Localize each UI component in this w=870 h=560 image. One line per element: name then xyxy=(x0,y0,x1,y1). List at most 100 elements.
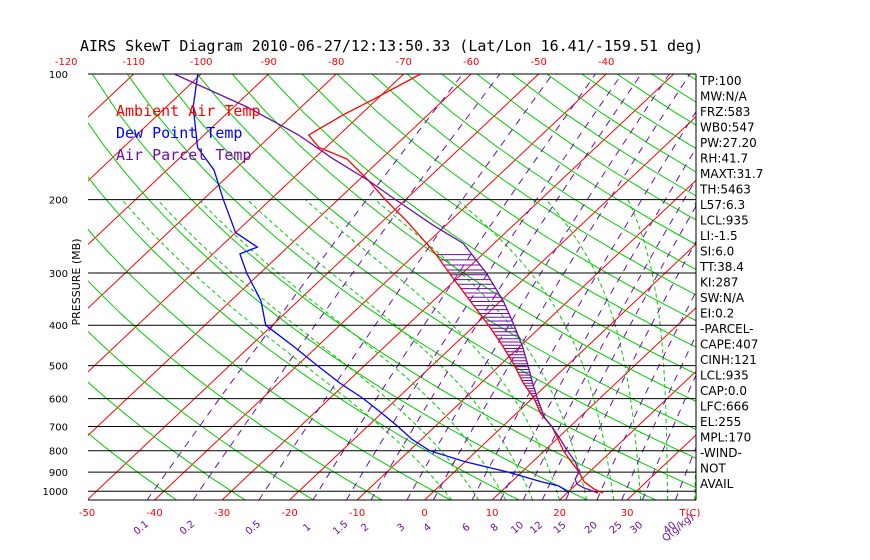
isotherm-line xyxy=(88,74,202,182)
pressure-tick-label: 100 xyxy=(49,70,68,81)
mixing-ratio-tick-label: 12 xyxy=(528,520,545,537)
isotherm-line xyxy=(762,74,870,500)
moist-adiabat-line xyxy=(374,199,588,500)
dry-adiabat-lines xyxy=(88,74,696,500)
index-label: CINH:121 xyxy=(700,353,757,367)
moist-adiabat-lines xyxy=(121,199,696,500)
index-label: TT:38.4 xyxy=(699,260,744,274)
index-label: LCL:935 xyxy=(700,369,749,383)
mixing-ratio-line xyxy=(541,205,696,500)
legend-entry: Air Parcel Temp xyxy=(116,146,251,164)
mixing-ratio-tick-label: 1.5 xyxy=(331,519,350,538)
moist-adiabat-line xyxy=(456,199,615,500)
index-label: MW:N/A xyxy=(700,90,748,104)
mixing-ratio-line xyxy=(565,240,696,500)
isotherm-line xyxy=(88,74,472,437)
moist-adiabat-line xyxy=(198,199,507,500)
dry-adiabat-line xyxy=(161,74,696,459)
bottom-temp-tick-label: 20 xyxy=(553,508,566,519)
moist-adiabat-line xyxy=(121,199,453,500)
top-temp-tick-label: -90 xyxy=(261,57,277,68)
mixing-ratio-line xyxy=(596,290,696,500)
mixing-ratio-tick-label: 10 xyxy=(509,520,526,537)
index-label: SW:N/A xyxy=(700,291,745,305)
pressure-tick-label: 900 xyxy=(49,468,68,479)
bottom-temp-tick-label: -20 xyxy=(281,508,297,519)
mixing-ratio-line xyxy=(258,74,554,500)
index-label: LI:-1.5 xyxy=(700,229,738,243)
index-label: LCL:935 xyxy=(700,214,749,228)
moist-adiabat-line xyxy=(304,199,561,500)
top-temp-tick-label: -80 xyxy=(328,57,344,68)
dry-adiabat-line xyxy=(88,432,177,500)
index-label: L57:6.3 xyxy=(700,198,745,212)
mixing-ratio-line xyxy=(621,334,696,500)
mixing-ratio-tick-label: 0.1 xyxy=(132,519,151,538)
isotherm-line xyxy=(424,243,696,500)
pressure-tick-label: 500 xyxy=(49,362,68,373)
dew-point-line xyxy=(192,74,570,494)
top-temp-tick-label: -110 xyxy=(122,57,145,68)
pressure-tick-label: 1000 xyxy=(43,487,68,498)
dry-adiabat-line xyxy=(336,74,696,322)
dry-adiabat-line xyxy=(371,74,696,296)
mixing-ratio-lines xyxy=(146,74,696,500)
legend: Ambient Air Temp Dew Point Temp Air Parcel… xyxy=(116,102,261,164)
bottom-temp-tick-label: -30 xyxy=(214,508,230,519)
mixing-ratio-line xyxy=(312,74,596,500)
legend-entry: Ambient Air Temp xyxy=(116,102,261,120)
top-temp-tick-label: -60 xyxy=(463,57,479,68)
mixing-ratio-line xyxy=(641,374,696,500)
mixing-ratio-line xyxy=(522,178,696,500)
mixing-ratio-line xyxy=(192,74,501,500)
index-label: MPL:170 xyxy=(700,431,751,445)
dry-adiabat-line xyxy=(88,381,246,500)
y-axis-label: PRESSURE (MB) xyxy=(70,239,83,326)
index-label: PW:27.20 xyxy=(700,136,757,150)
mixing-ratio-tick-label: 6 xyxy=(461,522,473,535)
dry-adiabat-line xyxy=(91,74,657,500)
index-label: TH:5463 xyxy=(699,183,751,197)
pressure-tick-label: 800 xyxy=(49,447,68,458)
moist-adiabat-line xyxy=(157,199,480,500)
index-label: EL:255 xyxy=(700,415,741,429)
mixing-ratio-line xyxy=(675,446,696,500)
moist-adiabat-line xyxy=(246,199,534,500)
pressure-tick-label: 400 xyxy=(49,321,68,332)
index-label: CAPE:407 xyxy=(700,338,758,352)
bottom-temp-tick-label: -50 xyxy=(79,508,95,519)
mixing-ratio-tick-label: 25 xyxy=(608,520,625,537)
dry-adiabat-line xyxy=(196,74,696,431)
dry-adiabat-line xyxy=(441,74,696,245)
index-label: -WIND- xyxy=(700,446,742,460)
index-label: KI:287 xyxy=(700,276,738,290)
index-label: WB0:547 xyxy=(700,121,755,135)
dry-adiabat-line xyxy=(88,121,588,500)
pressure-tick-label: 600 xyxy=(49,395,68,406)
isobar-lines xyxy=(88,73,697,501)
bottom-temp-tick-label: 0 xyxy=(421,508,427,519)
dry-adiabat-line xyxy=(301,74,696,348)
dry-adiabat-line xyxy=(88,176,520,500)
moist-adiabat-line xyxy=(627,199,669,500)
mixing-ratio-tick-label: 1 xyxy=(301,522,313,535)
mixing-ratio-tick-label: 0.2 xyxy=(178,519,197,538)
index-label: NOT xyxy=(700,462,726,476)
dry-adiabat-line xyxy=(266,74,696,375)
isotherm-line xyxy=(88,74,405,373)
pressure-tick-label: 700 xyxy=(49,423,68,434)
ambient-temp-line xyxy=(307,74,604,494)
dry-adiabat-line xyxy=(88,330,314,500)
parcel-temp-line xyxy=(173,74,599,494)
profile-series xyxy=(173,74,604,494)
mixing-ratio-tick-label: 20 xyxy=(583,520,600,537)
mixing-ratio-line xyxy=(146,74,463,500)
isotherm-line xyxy=(0,74,66,500)
mixing-ratio-line xyxy=(432,74,691,500)
index-label: TP:100 xyxy=(699,74,742,88)
index-label: -PARCEL- xyxy=(700,322,754,336)
pressure-tick-label: 300 xyxy=(49,269,68,280)
top-temp-tick-label: -70 xyxy=(396,57,412,68)
top-temp-tick-label: -40 xyxy=(598,57,614,68)
